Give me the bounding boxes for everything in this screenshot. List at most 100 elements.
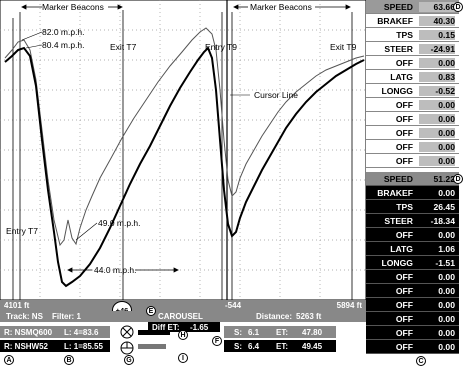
s1-label: S: (234, 327, 242, 337)
channel-row[interactable]: OFF 0.00 (366, 140, 459, 154)
channel-value: -24.91 (419, 43, 455, 54)
channel-name: TPS (396, 201, 413, 212)
et2-label: ET: (276, 341, 288, 351)
channel-name: BRAKEF (377, 187, 413, 198)
channel-row[interactable]: OFF 0.00 (366, 312, 459, 326)
channel-row[interactable]: SPEED 51.22 (366, 172, 459, 186)
distance-label: Distance: (256, 312, 293, 321)
status-area: 4101 ft -544 5894 ft +46 Track: NS Filte… (0, 300, 366, 368)
channel-value: 0.00 (419, 127, 455, 138)
beacon-arrows (21, 4, 351, 273)
channel-row[interactable]: OFF 0.00 (366, 340, 459, 354)
segment2-bar: S: 6.4 ET: 49.45 (224, 340, 336, 352)
channel-value: 0.00 (419, 155, 455, 166)
diff-et-label: Diff ET: (152, 322, 180, 332)
et1-value: 47.80 (302, 327, 323, 337)
callout-a: A (4, 355, 14, 365)
channel-name: LATG (390, 243, 413, 254)
speed-49-label: 49.0 m.p.h. (98, 218, 141, 228)
cursor-line-label: Cursor Line (254, 90, 298, 100)
speed-804-label: 80.4 m.p.h. (42, 40, 85, 50)
channel-name: STEER (384, 215, 413, 226)
callout-e: E (146, 306, 156, 316)
channel-value: -1.51 (435, 257, 455, 268)
channel-row[interactable]: BRAKEF 40.30 (366, 14, 459, 28)
channel-value: 0.00 (438, 313, 455, 324)
channel-value: 0.00 (438, 187, 455, 198)
plot-grid (0, 0, 366, 300)
channel-name: LONGG (381, 85, 413, 96)
channel-row[interactable]: OFF 0.00 (366, 112, 459, 126)
et2-value: 49.45 (302, 341, 323, 351)
channel-row[interactable]: SPEED 63.66 (366, 0, 459, 14)
channel-row[interactable]: LONGG -0.52 (366, 84, 459, 98)
channel-row[interactable]: STEER -24.91 (366, 42, 459, 56)
entry-t7-label: Entry T7 (6, 226, 38, 236)
channel-row[interactable]: TPS 26.45 (366, 200, 459, 214)
channel-row[interactable]: TPS 0.15 (366, 28, 459, 42)
channel-value: 0.00 (419, 99, 455, 110)
callout-b: B (64, 355, 74, 365)
s1-value: 6.1 (248, 327, 260, 337)
channel-value: 0.00 (438, 299, 455, 310)
callout-d: D (453, 2, 463, 12)
exit-t9-label: Exit T9 (330, 42, 357, 52)
channel-name: BRAKEF (377, 15, 413, 26)
channel-row[interactable]: LATG 1.06 (366, 242, 459, 256)
channel-row[interactable]: OFF 0.00 (366, 298, 459, 312)
distance-value: 5263 ft (296, 312, 322, 321)
plot-svg[interactable]: Marker Beacons Marker Beacons 82.0 m.p.h… (0, 0, 366, 300)
speed-82-label: 82.0 m.p.h. (42, 27, 85, 37)
channel-row[interactable]: LATG 0.83 (366, 70, 459, 84)
channel-name: OFF (395, 313, 413, 324)
run1-bar[interactable]: R: NSMQ600 L: 4=83.6 (0, 326, 110, 338)
channel-row[interactable]: OFF 0.00 (366, 98, 459, 112)
distance-bar: 4101 ft -544 5894 ft (0, 300, 366, 311)
marker-beacons-left-label: Marker Beacons (42, 2, 104, 12)
channel-name: OFF (395, 113, 413, 124)
channel-name: OFF (395, 155, 413, 166)
run2-bar[interactable]: R: NSHW52 L: 1=85.55 (0, 340, 110, 352)
carousel-label: CAROUSEL (158, 312, 203, 321)
channel-row[interactable]: BRAKEF 0.00 (366, 186, 459, 200)
channel-row[interactable]: STEER -18.34 (366, 214, 459, 228)
channel-row[interactable]: OFF 0.00 (366, 56, 459, 70)
channel-name: SPEED (383, 1, 413, 12)
channel-value: 26.45 (433, 201, 455, 212)
channel-row[interactable]: OFF 0.00 (366, 228, 459, 242)
channel-row[interactable]: OFF 0.00 (366, 270, 459, 284)
data-plot[interactable]: Marker Beacons Marker Beacons 82.0 m.p.h… (0, 0, 366, 300)
channel-row[interactable]: OFF 0.00 (366, 154, 459, 168)
current-trace (4, 46, 365, 288)
channel-value: 0.00 (419, 113, 455, 124)
channel-panel: SPEED 63.66 BRAKEF 40.30 TPS 0.15 STEER -24.… (366, 0, 463, 368)
channel-value: 1.06 (438, 243, 455, 254)
callout-c: C (416, 356, 426, 366)
run2-name: R: NSHW52 (4, 341, 49, 351)
channel-list-reference: SPEED 63.66 BRAKEF 40.30 TPS 0.15 STEER -24.… (366, 0, 459, 168)
diff-et-box: Diff ET: -1.65 (148, 322, 220, 332)
segment1-bar: S: 6.1 ET: 47.80 (224, 326, 336, 338)
exit-t7-label: Exit T7 (110, 42, 137, 52)
channel-value: 0.00 (438, 285, 455, 296)
s2-label: S: (234, 341, 242, 351)
callout-i: I (178, 353, 188, 363)
channel-value: -18.34 (430, 215, 455, 226)
channel-name: SPEED (383, 173, 413, 184)
callout-f: F (212, 336, 222, 346)
channel-value: 0.00 (419, 141, 455, 152)
et1-label: ET: (276, 327, 288, 337)
minus-offset: -544 (225, 301, 242, 310)
channel-name: OFF (395, 141, 413, 152)
channel-row[interactable]: OFF 0.00 (366, 326, 459, 340)
channel-value: 0.15 (419, 29, 455, 40)
start-distance: 4101 ft (4, 301, 30, 310)
channel-row[interactable]: OFF 0.00 (366, 284, 459, 298)
diff-et-value: -1.65 (190, 322, 209, 332)
gauge-icons (120, 325, 134, 355)
channel-name: OFF (395, 99, 413, 110)
channel-row[interactable]: OFF 0.00 (366, 126, 459, 140)
channel-row[interactable]: LONGG -1.51 (366, 256, 459, 270)
channel-value: 40.30 (419, 15, 455, 26)
channel-value: 0.00 (419, 57, 455, 68)
